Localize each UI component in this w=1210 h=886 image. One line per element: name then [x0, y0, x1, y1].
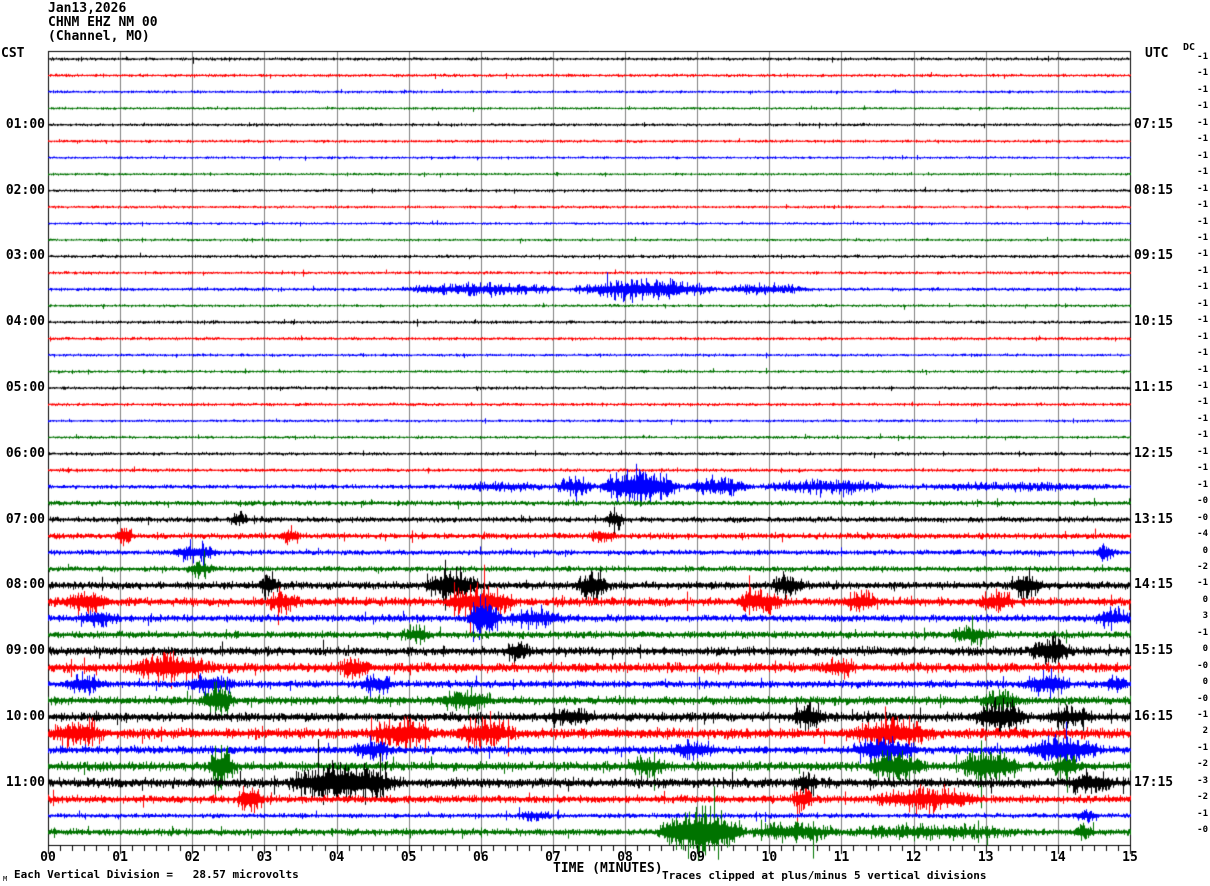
hour-label-utc: 17:15 — [1134, 774, 1174, 790]
hour-label-utc: 16:15 — [1134, 709, 1174, 724]
dc-value: -1 — [1197, 463, 1208, 474]
dc-value: -1 — [1197, 249, 1208, 260]
dc-value: -1 — [1197, 315, 1208, 326]
dc-value: -1 — [1197, 282, 1208, 293]
dc-value: -1 — [1197, 84, 1208, 95]
hour-label-cst: 02:00 — [5, 182, 45, 198]
dc-value: 0 — [1202, 545, 1208, 556]
x-tick-label: 07 — [545, 850, 561, 865]
dc-value: 2 — [1202, 726, 1208, 737]
hour-label-utc: 08:15 — [1134, 182, 1174, 198]
hour-label-cst: 01:00 — [5, 116, 45, 132]
dc-value: -1 — [1197, 150, 1208, 161]
dc-value: -1 — [1197, 413, 1208, 424]
hour-label-cst: 03:00 — [5, 248, 45, 264]
dc-value: -1 — [1197, 331, 1208, 342]
dc-value: -1 — [1197, 710, 1208, 720]
dc-value: -1 — [1197, 200, 1208, 211]
dc-value: -1 — [1197, 397, 1208, 408]
hour-label-utc: 15:15 — [1134, 643, 1174, 659]
dc-value: -0 — [1197, 496, 1208, 507]
x-tick-label: 03 — [256, 850, 273, 865]
dc-value: -1 — [1197, 216, 1208, 227]
dc-value: -1 — [1197, 364, 1208, 375]
dc-value: -2 — [1197, 561, 1208, 572]
hour-label-cst: 11:00 — [5, 774, 45, 790]
hour-label-cst: 06:00 — [5, 445, 45, 461]
x-tick-label: 05 — [400, 850, 417, 865]
x-tick-label: 04 — [328, 850, 345, 865]
header-station: CHNM EHZ NM 00 — [48, 15, 158, 30]
dc-value: -2 — [1197, 792, 1208, 803]
dc-value: -2 — [1197, 759, 1208, 770]
watermark: M — [3, 875, 8, 883]
x-tick-label: 13 — [977, 850, 994, 865]
dc-value: -1 — [1197, 101, 1208, 112]
dc-value: -1 — [1197, 68, 1208, 79]
dc-value: -1 — [1197, 479, 1208, 490]
x-tick-label: 02 — [184, 850, 201, 865]
dc-value: -1 — [1197, 183, 1208, 194]
hour-label-cst: 10:00 — [5, 709, 45, 724]
x-tick-label: 11 — [833, 850, 850, 865]
header-location: (Channel, MO) — [48, 29, 150, 44]
hour-label-cst: 04:00 — [5, 314, 45, 330]
dc-value: -1 — [1197, 134, 1208, 145]
hour-label-cst: 05:00 — [5, 380, 45, 395]
dc-column-label: DC — [1183, 42, 1196, 53]
dc-value: 3 — [1202, 611, 1208, 622]
left-timezone-label: CST — [1, 46, 25, 61]
x-tick-label: 01 — [112, 850, 128, 865]
dc-value: -1 — [1197, 265, 1208, 276]
header-date: Jan13,2026 — [48, 1, 127, 16]
x-tick-label: 10 — [761, 850, 778, 865]
hour-label-cst: 08:00 — [5, 577, 45, 593]
x-tick-label: 15 — [1122, 850, 1138, 865]
hour-label-utc: 11:15 — [1134, 380, 1174, 395]
dc-value: -1 — [1197, 808, 1208, 819]
dc-value: -1 — [1197, 348, 1208, 359]
x-tick-label: 00 — [40, 850, 56, 865]
dc-value: -0 — [1197, 825, 1208, 836]
dc-value: -1 — [1197, 117, 1208, 128]
dc-value: -3 — [1197, 775, 1208, 786]
dc-value: 0 — [1202, 594, 1208, 605]
clip-note: Traces clipped at plus/minus 5 vertical … — [662, 869, 987, 882]
hour-label-utc: 13:15 — [1134, 511, 1174, 527]
hour-label-utc: 09:15 — [1134, 248, 1174, 264]
right-timezone-label: UTC — [1145, 46, 1169, 61]
dc-value: -1 — [1197, 742, 1208, 753]
hour-label-cst: 07:00 — [5, 511, 45, 527]
x-tick-label: 08 — [617, 850, 633, 865]
dc-value: -1 — [1197, 627, 1208, 638]
hour-label-utc: 14:15 — [1134, 577, 1174, 593]
hour-label-utc: 10:15 — [1134, 314, 1174, 330]
x-tick-label: 06 — [472, 850, 489, 865]
dc-value: -1 — [1197, 578, 1208, 589]
dc-value: -1 — [1197, 446, 1208, 457]
x-tick-label: 14 — [1050, 850, 1066, 865]
dc-value: -0 — [1197, 660, 1208, 671]
x-tick-label: 09 — [689, 850, 706, 865]
x-tick-label: 12 — [905, 850, 922, 865]
dc-value: -1 — [1197, 381, 1208, 391]
dc-value: -1 — [1197, 232, 1208, 243]
dc-value: 0 — [1202, 677, 1208, 688]
dc-value: 0 — [1202, 644, 1208, 655]
x-axis-title: TIME (MINUTES) — [553, 861, 663, 876]
hour-label-utc: 12:15 — [1134, 445, 1174, 461]
hour-label-utc: 07:15 — [1134, 116, 1174, 132]
dc-value: -0 — [1197, 512, 1208, 523]
hour-label-cst: 09:00 — [5, 643, 45, 659]
dc-value: -1 — [1197, 430, 1208, 441]
dc-value: -1 — [1197, 298, 1208, 309]
dc-value: -0 — [1197, 693, 1208, 704]
dc-value: -4 — [1197, 529, 1208, 540]
scale-note: Each Vertical Division = 28.57 microvolt… — [14, 868, 299, 881]
dc-value: -1 — [1197, 167, 1208, 178]
dc-value: -1 — [1197, 52, 1208, 62]
